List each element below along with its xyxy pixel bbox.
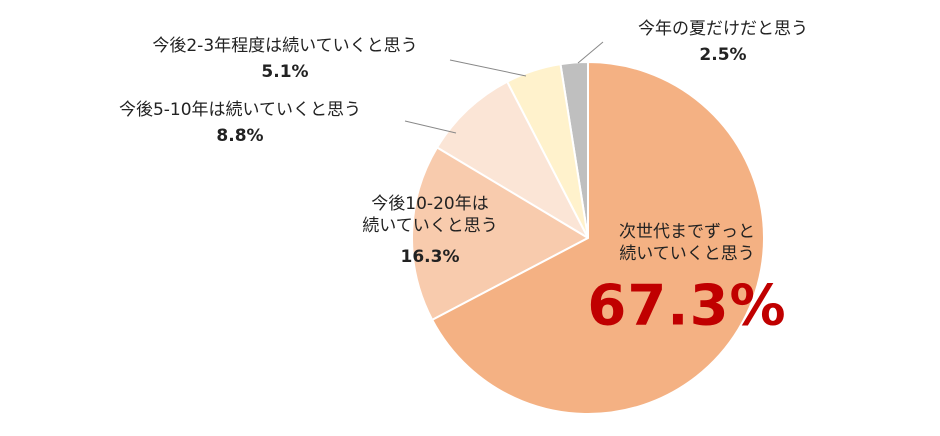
slice-label: 今後10-20年は 続いていくと思う xyxy=(362,194,498,236)
pie-slice xyxy=(430,60,765,415)
leader-line xyxy=(577,41,604,64)
leader-line xyxy=(404,120,457,134)
leader-line xyxy=(449,59,527,77)
slice-label: 次世代までずっと 続いていくと思う xyxy=(619,222,755,264)
value-label: 67.3% xyxy=(587,273,787,339)
value-label: 8.8% xyxy=(216,126,264,146)
value-label: 2.5% xyxy=(699,45,747,65)
pie-slice xyxy=(435,80,591,241)
value-label: 16.3% xyxy=(400,247,460,267)
slice-label: 今年の夏だけだと思う xyxy=(638,19,808,39)
pie-slice xyxy=(411,146,591,322)
slice-label: 今後5-10年は続いていくと思う xyxy=(118,100,362,120)
slice-label: 今後2-3年程度は続いていくと思う xyxy=(152,36,418,56)
value-label: 5.1% xyxy=(261,62,309,82)
